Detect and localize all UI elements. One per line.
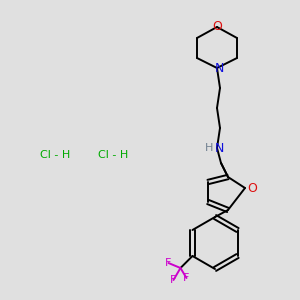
Text: N: N: [214, 142, 224, 154]
Text: N: N: [214, 61, 224, 74]
Text: Cl - H: Cl - H: [40, 150, 70, 160]
Text: F: F: [165, 258, 172, 268]
Text: F: F: [183, 273, 190, 283]
Text: Cl - H: Cl - H: [98, 150, 128, 160]
Text: O: O: [212, 20, 222, 34]
Text: F: F: [170, 275, 177, 285]
Text: O: O: [247, 182, 257, 194]
Text: H: H: [205, 143, 213, 153]
